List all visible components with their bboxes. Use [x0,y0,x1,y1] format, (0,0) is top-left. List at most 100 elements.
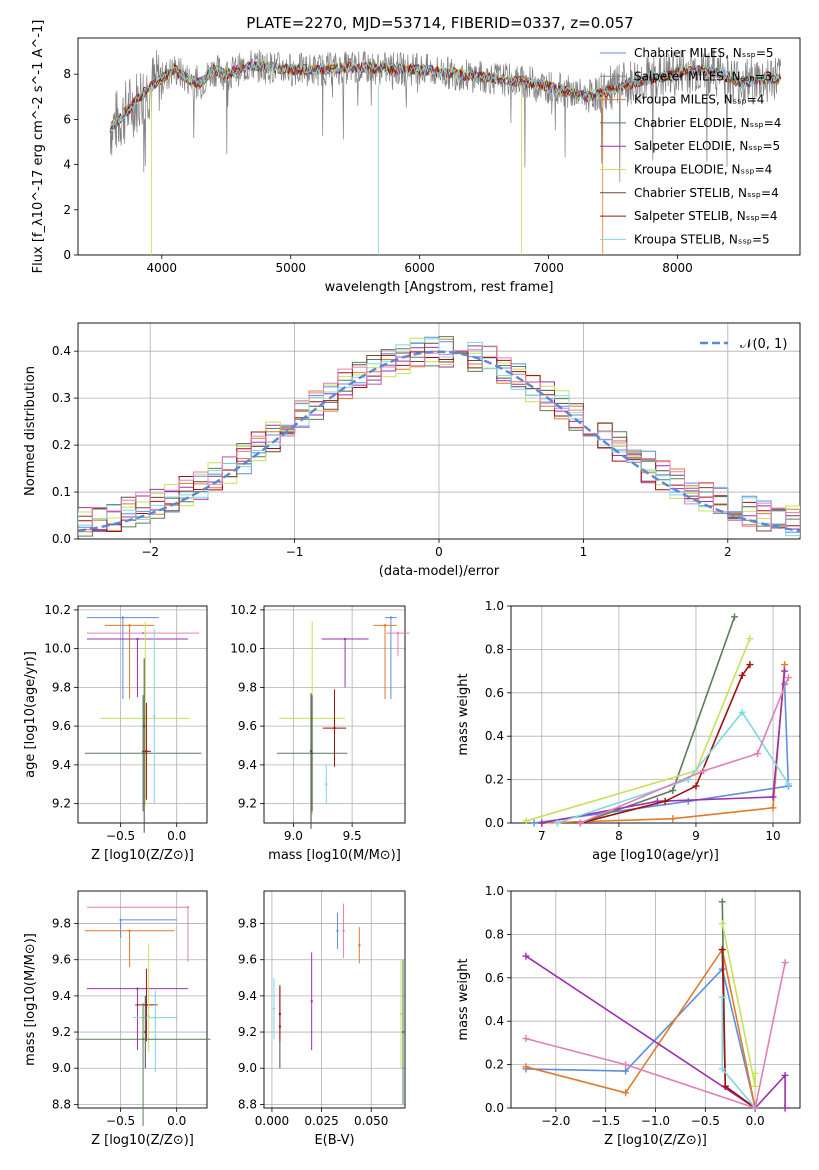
plus-marker [684,797,692,805]
x-axis-label: Z [log10(Z/Z⊙)] [91,1133,194,1148]
plus-marker [754,750,762,758]
x-tick-label: −0.5 [106,829,135,843]
data-point [401,1030,405,1034]
y-tick-label: 10.0 [44,642,71,656]
y-tick-label: 0.4 [485,1014,504,1028]
x-tick-label: 0.0 [746,1114,765,1128]
histogram-steps [78,345,800,533]
plus-marker [738,671,746,679]
y-tick-label: 0 [63,248,71,262]
data-spectrum-line [109,48,782,183]
legend-label: Kroupa MILES, Nₛₛₚ=4 [634,93,764,107]
errorbar-point [373,624,397,699]
plus-marker [669,815,677,823]
y-axis-label: mass [log10(M/M⊙)] [23,933,38,1066]
plus-marker [781,959,789,967]
data-point [278,1012,282,1016]
plus-marker [538,819,546,827]
series-line [525,947,756,1109]
y-tick-label: 0.6 [485,686,504,700]
x-tick-label: 0.0 [167,829,186,843]
errorbar-point [86,631,200,635]
series-line [525,955,786,1110]
y-tick-label: 9.8 [238,917,257,931]
y-tick-label: 0.0 [485,816,504,830]
y-tick-label: 1.0 [485,884,504,898]
plus-marker [769,793,777,801]
errorbar-point [401,959,405,1105]
y-tick-label: 0.2 [485,1058,504,1072]
y-tick-label: 1.0 [485,599,504,613]
plus-marker [721,1082,729,1090]
spectrum-plot [109,48,782,255]
data-point [136,637,139,641]
legend: Chabrier MILES, Nₛₛₚ=5 Salpeter MILES, Nₛ… [600,46,781,246]
data-point [121,616,125,619]
y-tick-label: 9.2 [52,797,71,811]
panel-mass-weight-vs-Z: −2.0 −1.5 −1.0 −0.5 0.0 0.0 0.2 0.4 0.6 0.8 1.0 Z [… [456,884,801,1148]
data-point [144,1030,147,1034]
x-tick-label: 9.5 [343,829,362,843]
y-tick-label: 0.4 [52,344,71,358]
x-tick-label: 8000 [662,261,693,275]
y-tick-label: 9.6 [52,953,71,967]
series-line [721,923,756,1087]
x-axis-label: age [log10(age/yr)] [592,848,719,863]
axes-frame [263,890,406,1109]
errorbar-point [153,629,156,804]
series-line [580,616,736,824]
plus-marker [700,767,708,775]
panel-spectrum: 4000 5000 6000 7000 8000 0 2 4 6 8 wavelength [Ang… [31,20,801,295]
data-point [119,918,122,922]
y-tick-label: 9.4 [238,758,257,772]
data-point [186,906,190,909]
legend-label: Salpeter STELIB, Nₛₛₚ=4 [634,209,778,223]
errorbar-point [144,995,147,1069]
errorbar-point [86,906,190,962]
x-axis-label: (data-model)/error [379,564,500,579]
y-tick-label: 10.2 [230,603,257,617]
axes-frame [77,322,801,540]
x-tick-label: 1 [580,545,588,559]
x-axis-label: wavelength [Angstrom, rest frame] [325,280,554,295]
errorbar-point [325,764,328,804]
errorbar-point [84,695,202,812]
x-tick-label: −1.0 [641,1114,670,1128]
series-line [556,710,790,824]
x-tick-label: 0 [435,545,443,559]
errorbar-point [135,968,158,1042]
errorbar-point [342,903,345,958]
plus-marker [553,819,561,827]
data-point [333,726,336,730]
y-tick-label: 6 [63,112,71,126]
y-tick-label: 0.8 [485,642,504,656]
plus-marker [718,920,726,928]
plus-marker [751,1069,759,1077]
x-tick-label: 4000 [147,261,178,275]
normal-curve [78,350,800,532]
errorbar-point [336,912,339,949]
data-point [136,987,139,990]
axes-frame [77,37,801,256]
model-spectrum-line [109,61,782,133]
y-tick-label: 0.4 [485,729,504,743]
plus-marker [718,898,726,906]
plus-marker [746,635,754,643]
legend-label: Salpeter MILES, Nₛₛₚ=3 [634,69,772,83]
plus-marker [738,708,746,716]
x-tick-label: 0.025 [304,1114,338,1128]
plus-marker [769,804,777,812]
plus-marker [746,661,754,669]
x-tick-label: −0.5 [691,1114,720,1128]
x-tick-label: 9.0 [284,829,303,843]
y-tick-label: 0.8 [485,927,504,941]
data-point [389,616,393,619]
data-point [141,631,145,635]
errorbar-point [75,1003,211,1127]
plus-marker [781,1104,789,1112]
axes-frame [510,890,801,1109]
data-point [272,1007,276,1010]
x-tick-label: 0.0 [167,1114,186,1128]
errorbar-point [104,624,155,699]
